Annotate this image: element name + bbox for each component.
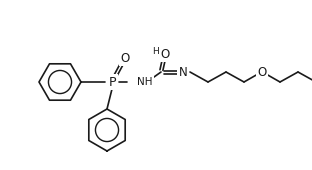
Text: N: N [179, 65, 188, 79]
Text: P: P [108, 75, 116, 89]
Text: NH: NH [137, 77, 153, 87]
Text: O: O [257, 65, 267, 79]
Text: O: O [160, 47, 170, 61]
Text: H: H [152, 47, 159, 55]
Text: O: O [120, 52, 129, 64]
